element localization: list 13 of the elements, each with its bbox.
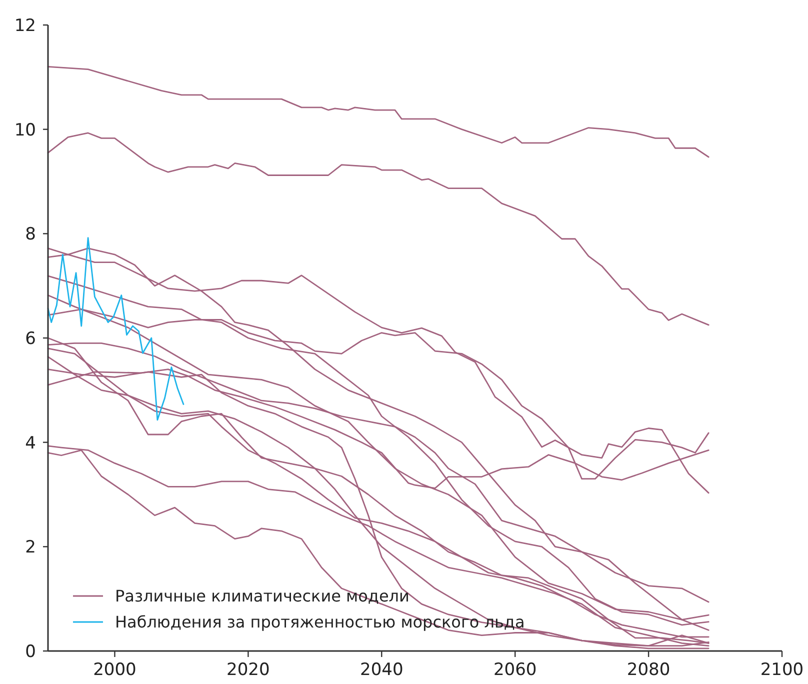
x-tick-label: 2040	[360, 660, 404, 680]
y-tick-label: 6	[25, 328, 36, 349]
y-tick-label: 0	[25, 642, 36, 662]
x-tick-label: 2100	[760, 660, 804, 680]
y-tick-label: 8	[25, 224, 36, 245]
y-tick-label: 12	[14, 16, 36, 36]
y-tick-label: 2	[25, 538, 36, 558]
y-tick-label: 4	[25, 433, 36, 454]
y-tick-label: 10	[14, 120, 36, 140]
x-tick-label: 2060	[493, 660, 537, 680]
x-tick-label: 2080	[626, 660, 670, 680]
x-tick-label: 2000	[93, 660, 136, 680]
x-tick-label: 2020	[226, 660, 270, 680]
